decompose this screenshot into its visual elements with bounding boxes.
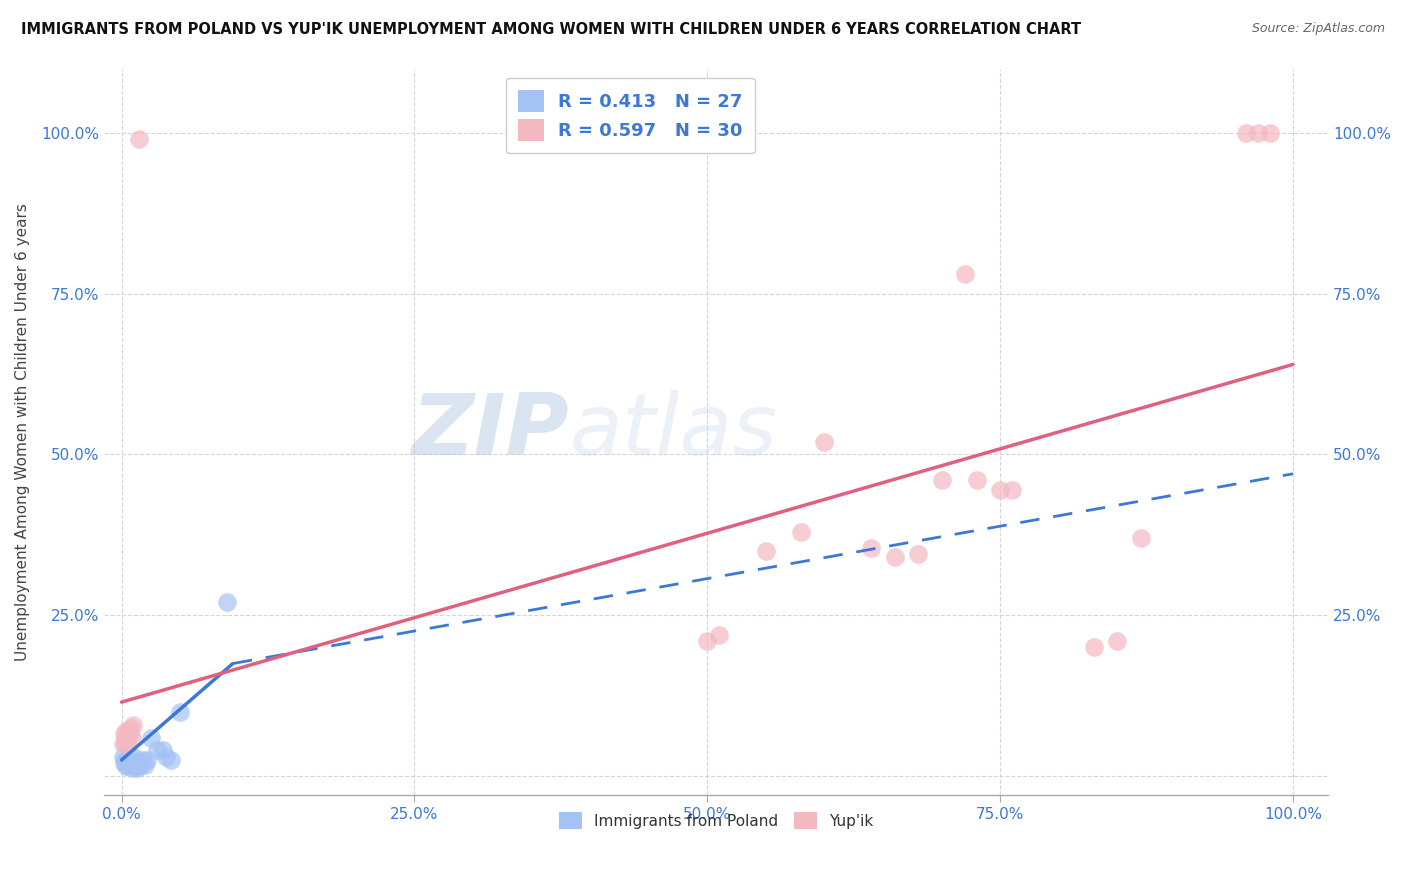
Y-axis label: Unemployment Among Women with Children Under 6 years: Unemployment Among Women with Children U… (15, 203, 30, 661)
Point (1234, 126, 1257, 140)
Point (115, 759, 138, 773)
Text: atlas: atlas (569, 391, 778, 474)
Point (883, 550, 905, 565)
Point (115, 724, 138, 739)
Point (120, 755, 142, 769)
Point (117, 756, 139, 771)
Point (121, 761, 143, 775)
Point (1001, 483, 1024, 497)
Point (1083, 640, 1105, 655)
Text: Source: ZipAtlas.com: Source: ZipAtlas.com (1251, 22, 1385, 36)
Point (907, 547, 929, 561)
Point (112, 727, 135, 741)
Point (114, 753, 136, 767)
Point (131, 753, 153, 767)
Point (966, 473, 988, 487)
Point (953, 268, 976, 282)
Point (122, 759, 145, 773)
Point (755, 544, 778, 558)
Point (117, 733, 139, 747)
Point (1129, 531, 1152, 545)
Point (121, 731, 143, 745)
Text: ZIP: ZIP (412, 391, 569, 474)
Point (124, 749, 146, 764)
Point (1247, 126, 1270, 140)
Point (117, 757, 139, 772)
Point (931, 473, 953, 487)
Point (125, 761, 148, 775)
Point (159, 753, 181, 767)
Point (860, 541, 883, 555)
Point (128, 132, 150, 146)
Point (118, 727, 141, 741)
Point (988, 483, 1011, 497)
Point (139, 731, 162, 745)
Point (152, 743, 174, 757)
Point (129, 759, 152, 773)
Point (813, 434, 835, 449)
Point (117, 724, 139, 739)
Point (114, 737, 136, 751)
Point (111, 749, 134, 764)
Point (118, 751, 141, 765)
Text: IMMIGRANTS FROM POLAND VS YUP'IK UNEMPLOYMENT AMONG WOMEN WITH CHILDREN UNDER 6 : IMMIGRANTS FROM POLAND VS YUP'IK UNEMPLO… (21, 22, 1081, 37)
Point (169, 705, 191, 719)
Legend: Immigrants from Poland, Yup'ik: Immigrants from Poland, Yup'ik (553, 806, 879, 835)
Point (696, 634, 718, 648)
Point (145, 743, 167, 757)
Point (127, 757, 149, 772)
Point (215, 595, 238, 609)
Point (112, 756, 135, 771)
Point (128, 756, 150, 771)
Point (155, 749, 177, 764)
Point (111, 737, 134, 751)
Point (790, 524, 813, 539)
Point (136, 753, 159, 767)
Point (120, 721, 142, 735)
Point (122, 717, 145, 731)
Point (134, 757, 156, 772)
Point (1258, 126, 1281, 140)
Point (124, 756, 146, 771)
Point (114, 731, 136, 745)
Point (707, 627, 730, 641)
Point (1107, 634, 1129, 648)
